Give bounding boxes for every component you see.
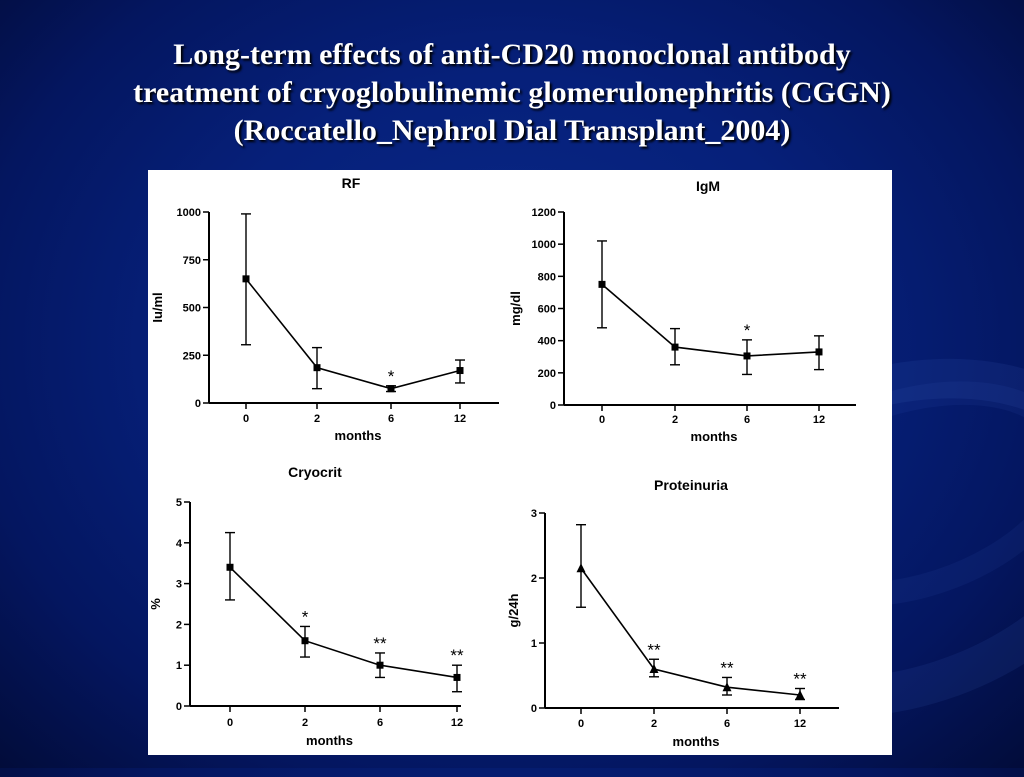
chart-title: IgM [696,178,720,194]
series-line [580,567,801,696]
x-tick-label: 12 [813,414,825,426]
y-tick-label: 600 [538,304,556,316]
chart-panel: RF 0 250 500 750 1000 0 2 6 12 months Iu/ml * IgM 0 200… [148,170,892,755]
slide-title-line-2: treatment of cryoglobulinemic glomerulon… [133,76,891,109]
y-tick-label: 1000 [532,239,556,251]
y-tick-label: 250 [183,350,201,362]
x-tick-label: 2 [651,718,657,730]
x-tick-label: 0 [243,413,249,425]
x-tick-label: 6 [377,717,383,729]
y-tick-label: 2 [531,573,537,585]
y-tick-label: 1 [531,638,537,650]
data-point [387,385,395,393]
x-tick-label: 12 [454,413,466,425]
data-point [576,563,586,573]
x-tick-label: 2 [314,413,320,425]
y-tick-label: 750 [183,255,201,267]
y-tick-label: 1 [176,660,182,672]
y-tick-label: 0 [550,400,556,412]
y-tick-label: 0 [195,398,201,410]
y-tick-label: 4 [176,538,183,550]
significance-marker: * [744,321,751,340]
x-axis-label: months [673,734,720,749]
data-point [226,563,234,571]
y-tick-label: 800 [538,271,556,283]
y-tick-label: 3 [176,579,182,591]
x-tick-label: 0 [599,414,605,426]
y-tick-label: 400 [538,336,556,348]
y-axis-label: mg/dl [508,291,523,326]
significance-marker: ** [720,658,734,677]
x-tick-label: 2 [672,414,678,426]
data-point [722,682,732,692]
data-point [456,367,464,375]
x-axis-label: months [306,733,353,748]
y-tick-label: 2 [176,619,182,631]
data-point [649,664,659,673]
series-line [229,566,458,679]
data-point [743,352,751,360]
y-axis-label: g/24h [506,593,521,627]
x-tick-label: 0 [227,717,233,729]
x-tick-label: 6 [744,414,750,426]
chart-title: Cryocrit [288,464,342,480]
x-axis-label: months [691,429,738,444]
chart-title: RF [342,175,361,191]
data-point [453,673,461,681]
x-axis-label: months [335,428,382,443]
y-tick-label: 1200 [532,207,556,219]
significance-marker: ** [793,670,807,689]
significance-marker: ** [450,646,464,665]
chart-title: Proteinuria [654,477,728,493]
x-tick-label: 12 [451,717,463,729]
y-tick-label: 0 [176,701,182,713]
series-line [601,283,820,357]
data-point [313,364,321,372]
y-tick-label: 200 [538,368,556,380]
data-point [301,637,309,645]
y-tick-label: 5 [176,497,182,509]
significance-marker: * [302,607,309,626]
data-point [598,280,606,288]
chart-igm: IgM 0 200 400 600 800 1000 1200 0 2 6 12 months mg/dl… [508,178,856,444]
slide-title-line-1: Long-term effects of anti-CD20 monoclona… [173,38,851,71]
x-tick-label: 0 [578,718,584,730]
significance-marker: ** [373,634,387,653]
data-point [376,661,384,669]
significance-marker: * [388,367,395,386]
y-axis-label: Iu/ml [150,292,165,322]
data-point [242,275,250,283]
y-tick-label: 3 [531,508,537,520]
x-tick-label: 6 [724,718,730,730]
data-point [671,343,679,351]
data-point [795,690,805,699]
series-line [245,278,461,390]
y-tick-label: 500 [183,303,201,315]
y-tick-label: 1000 [177,207,201,219]
x-tick-label: 12 [794,718,806,730]
y-axis-label: % [148,598,163,610]
slide-title-line-3: (Roccatello_Nephrol Dial Transplant_2004… [233,114,791,147]
x-tick-label: 2 [302,717,308,729]
significance-marker: ** [647,640,661,659]
chart-rf: RF 0 250 500 750 1000 0 2 6 12 months Iu/ml * [150,175,499,443]
y-tick-label: 0 [531,703,537,715]
x-tick-label: 6 [388,413,394,425]
data-point [815,348,823,356]
slide-title: Long-term effects of anti-CD20 monoclona… [0,36,1024,150]
